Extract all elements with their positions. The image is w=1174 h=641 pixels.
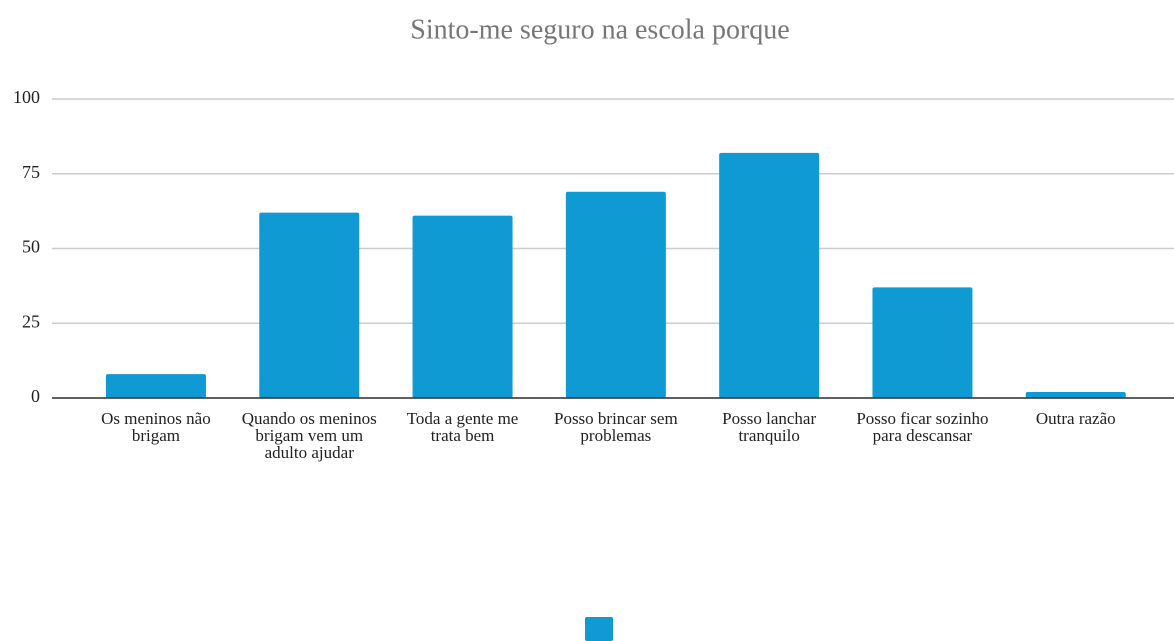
x-tick-label: Posso lanchar tranquilo bbox=[722, 409, 817, 445]
bar bbox=[872, 287, 973, 398]
x-tick-label: Quando os meninos brigam vem um adulto a… bbox=[241, 409, 377, 462]
x-tick-label: Posso brincar sem problemas bbox=[553, 409, 678, 445]
y-tick-label: 75 bbox=[22, 162, 40, 182]
x-tick-label: Toda a gente me trata bem bbox=[406, 409, 519, 445]
legend-swatch bbox=[585, 617, 613, 641]
bar bbox=[412, 215, 513, 398]
y-tick-label: 50 bbox=[22, 237, 40, 257]
chart-title: Sinto-me seguro na escola porque bbox=[410, 14, 789, 45]
x-tick-label: Posso ficar sozinho para descansar bbox=[856, 409, 989, 445]
bar bbox=[105, 374, 206, 398]
bar bbox=[1025, 392, 1126, 398]
y-tick-label: 0 bbox=[31, 386, 40, 406]
bar bbox=[719, 152, 820, 398]
y-tick-label: 25 bbox=[22, 311, 40, 331]
x-tick-label: Outra razão bbox=[1035, 409, 1116, 428]
y-tick-label: 100 bbox=[13, 87, 40, 107]
x-tick-label: Os meninos não brigam bbox=[101, 409, 211, 445]
bar bbox=[259, 212, 360, 398]
bar bbox=[565, 191, 666, 398]
